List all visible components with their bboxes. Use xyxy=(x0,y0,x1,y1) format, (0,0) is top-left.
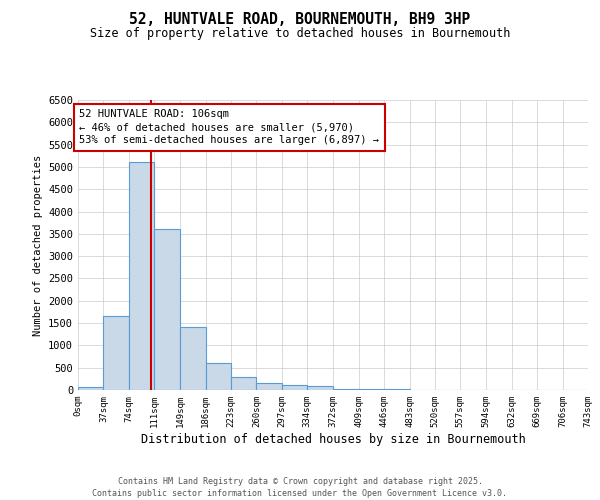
Bar xyxy=(154,230,180,390)
Bar xyxy=(384,389,410,390)
Text: 52 HUNTVALE ROAD: 106sqm
← 46% of detached houses are smaller (5,970)
53% of sem: 52 HUNTVALE ROAD: 106sqm ← 46% of detach… xyxy=(79,109,379,146)
Y-axis label: Number of detached properties: Number of detached properties xyxy=(32,154,43,336)
Bar xyxy=(103,316,129,390)
Text: Contains HM Land Registry data © Crown copyright and database right 2025.
Contai: Contains HM Land Registry data © Crown c… xyxy=(92,476,508,498)
Bar xyxy=(180,326,206,390)
Bar xyxy=(359,389,384,390)
Bar xyxy=(307,386,334,390)
Text: Size of property relative to detached houses in Bournemouth: Size of property relative to detached ho… xyxy=(90,28,510,40)
Bar xyxy=(78,386,103,390)
Text: 52, HUNTVALE ROAD, BOURNEMOUTH, BH9 3HP: 52, HUNTVALE ROAD, BOURNEMOUTH, BH9 3HP xyxy=(130,12,470,28)
Bar xyxy=(282,384,307,390)
Bar xyxy=(129,162,154,390)
Bar xyxy=(206,363,231,390)
Bar xyxy=(334,388,359,390)
Bar xyxy=(231,376,256,390)
Bar xyxy=(256,383,282,390)
X-axis label: Distribution of detached houses by size in Bournemouth: Distribution of detached houses by size … xyxy=(140,432,526,446)
